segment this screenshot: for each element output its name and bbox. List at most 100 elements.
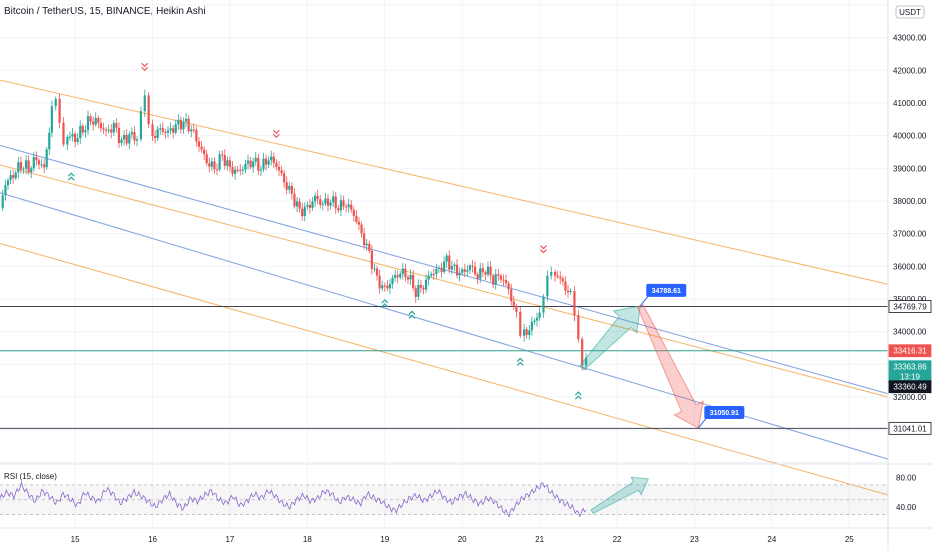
candle-body-28 [76, 138, 79, 142]
rsi-projection-arrow [590, 476, 650, 514]
candle-body-50 [133, 132, 136, 141]
rsi-line [0, 480, 587, 518]
candle-body-104 [277, 166, 281, 171]
candle-body-42 [112, 123, 115, 133]
candle-body-193 [507, 283, 510, 290]
y-tick-label-4: 34000.00 [893, 328, 927, 337]
candle-body-202 [533, 320, 536, 322]
candle-body-22 [58, 98, 61, 123]
candle-body-9 [22, 168, 25, 170]
candle-body-157 [414, 288, 417, 297]
candle-body-5 [12, 175, 15, 179]
price-tag-label: 33360.49 [893, 383, 927, 392]
candle-body-198 [523, 329, 526, 336]
candle-body-38 [102, 128, 105, 130]
candle-body-207 [550, 271, 553, 276]
candle-body-27 [73, 133, 77, 142]
x-tick-label-10: 25 [845, 535, 854, 544]
candle-body-82 [221, 154, 224, 156]
candle-body-131 [347, 204, 350, 208]
candle-body-17 [43, 164, 46, 168]
candle-body-45 [120, 139, 123, 144]
x-tick-label-3: 18 [303, 535, 312, 544]
candle-body-177 [466, 270, 469, 272]
candle-body-203 [535, 317, 539, 321]
chevron-stroke [272, 129, 280, 135]
candle-body-206 [546, 275, 549, 297]
candle-body-69 [187, 118, 190, 132]
x-tick-label-8: 23 [690, 535, 699, 544]
candle-body-60 [164, 131, 167, 133]
price-tag-label: 33363.86 [893, 363, 927, 372]
candle-body-76 [205, 154, 208, 164]
candle-body-162 [427, 275, 430, 280]
candle-body-66 [179, 119, 183, 130]
candle-body-26 [71, 133, 74, 137]
price-tag-label: 34769.79 [893, 303, 927, 312]
price-tag-box [888, 421, 932, 435]
chevron-stroke [381, 299, 389, 304]
price-axis-bg [888, 0, 932, 550]
candle-body-145 [383, 285, 386, 287]
candle-body-161 [424, 279, 428, 290]
candle-body-87 [233, 169, 237, 174]
candle-body-126 [334, 196, 337, 209]
candle-body-68 [184, 118, 188, 122]
candle-body-92 [246, 160, 250, 164]
candle-body-155 [409, 274, 412, 280]
time-axis[interactable]: 15 16 17 18 19 20 21 22 23 24 25 [71, 535, 855, 544]
candle-body-184 [484, 272, 487, 275]
candle-body-70 [190, 129, 193, 132]
candle-body-186 [489, 266, 492, 276]
price-tag-box [888, 380, 932, 394]
candle-body-174 [458, 272, 461, 276]
chart-title: Bitcoin / TetherUS, 15, BINANCE, Heikin … [4, 6, 206, 17]
candle-body-142 [375, 268, 379, 276]
candle-body-147 [388, 283, 392, 289]
candle-body-2 [4, 185, 7, 196]
candle-body-114 [303, 206, 306, 217]
chevron-stroke [141, 66, 149, 72]
price-tag-0: 34769.79 [888, 300, 932, 313]
candle-body-103 [275, 162, 278, 167]
candle-body-179 [471, 265, 474, 267]
candle-body-148 [391, 277, 394, 284]
candle-body-4 [9, 175, 12, 181]
candle-body-201 [530, 321, 533, 331]
candle-body-127 [337, 208, 340, 211]
horizontal-levels [0, 306, 888, 429]
candle-body-154 [406, 277, 410, 280]
candle-body-73 [197, 141, 201, 147]
y-tick-label-13: 43000.00 [893, 34, 927, 43]
callout-label: 34788.61 [652, 288, 681, 295]
candle-body-183 [481, 268, 484, 273]
candle-body-194 [510, 289, 513, 302]
candle-body-110 [293, 193, 296, 207]
candle-body-43 [115, 123, 118, 128]
candle-body-94 [252, 161, 255, 168]
candle-body-83 [223, 155, 226, 166]
x-tick-label-1: 16 [148, 535, 157, 544]
candle-body-40 [107, 129, 110, 131]
channel-line-3 [0, 192, 889, 460]
rsi-label: RSI (15, close) [4, 472, 57, 481]
currency-badge[interactable] [895, 5, 925, 19]
candle-body-156 [412, 274, 415, 289]
candle-body-218 [584, 357, 588, 366]
chevron-stroke [540, 249, 547, 254]
candle-body-23 [62, 122, 65, 145]
x-tick-label-9: 24 [767, 535, 776, 544]
candle-body-63 [172, 128, 175, 133]
candle-body-62 [169, 128, 172, 131]
candle-body-139 [368, 243, 371, 251]
price-tag-3: 33360.49 [888, 380, 932, 394]
y-tick-label-7: 37000.00 [893, 230, 927, 239]
candle-body-79 [213, 161, 216, 170]
x-tick-label-2: 17 [225, 535, 234, 544]
candle-body-53 [143, 95, 146, 112]
candle-body-14 [35, 157, 38, 161]
candle-body-164 [432, 274, 435, 276]
candle-body-32 [86, 116, 90, 131]
candle-body-159 [419, 284, 423, 288]
